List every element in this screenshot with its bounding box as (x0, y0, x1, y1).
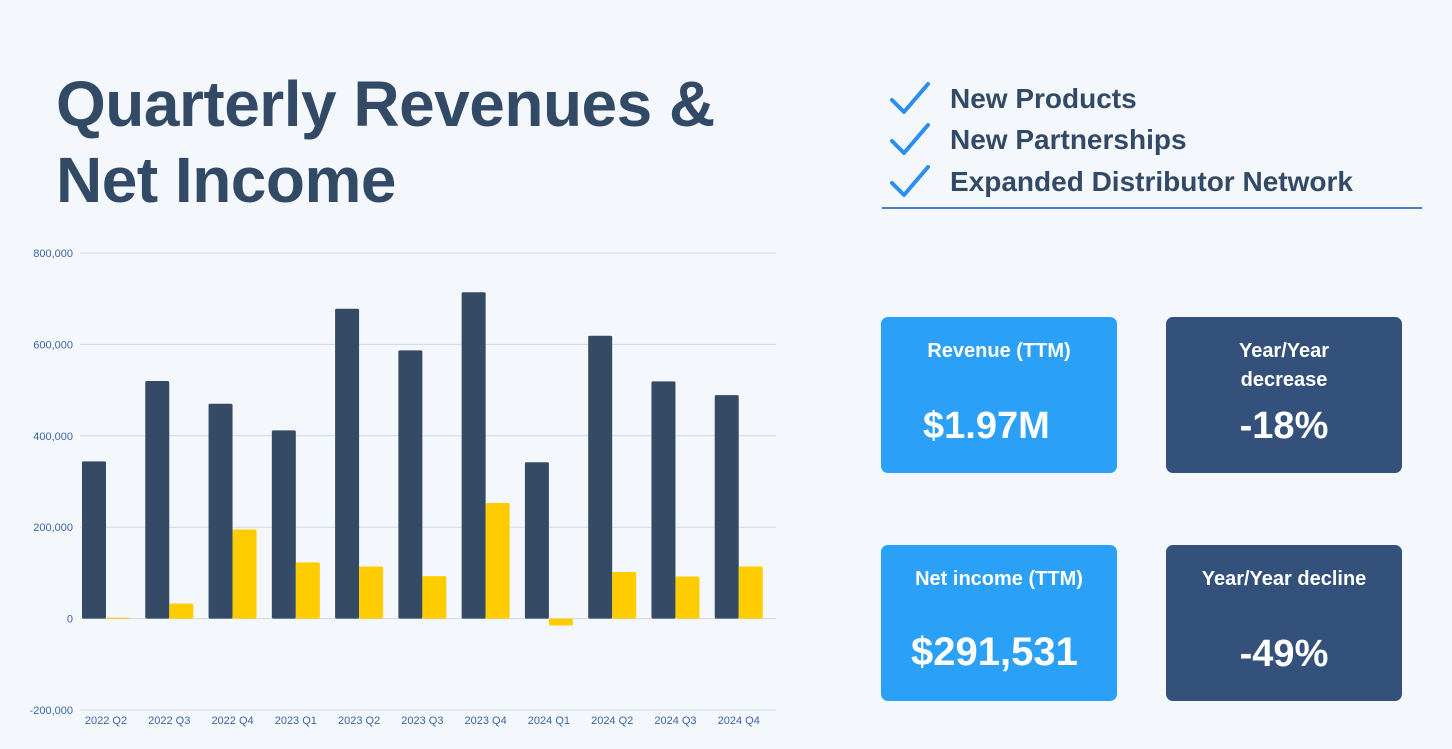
y-tick-label: 600,000 (33, 339, 73, 351)
highlight-item: Expanded Distributor Network (882, 161, 1422, 203)
net-income-bar (295, 562, 320, 619)
y-tick-label: 0 (67, 614, 73, 626)
revenue-ttm-value: $1.97M (923, 405, 1050, 447)
net-income-yoy-card: Year/Year decline -49% (1166, 545, 1402, 701)
revenue-bar (588, 335, 613, 619)
revenue-bar (145, 380, 170, 619)
net-income-bar (548, 618, 573, 626)
x-tick-label: 2023 Q2 (338, 715, 380, 727)
revenue-bar (461, 292, 486, 619)
revenue-bar (398, 350, 423, 619)
x-tick-label: 2022 Q4 (211, 715, 253, 727)
page-title-line-1: Quarterly Revenues & (56, 68, 715, 140)
revenue-bar (714, 395, 739, 619)
revenue-yoy-label: Year/Year decrease (1238, 340, 1330, 391)
x-tick-label: 2023 Q4 (465, 715, 507, 727)
revenue-ttm-card: Revenue (TTM) $1.97M (881, 317, 1117, 473)
x-tick-label: 2024 Q3 (654, 715, 696, 727)
check-icon (890, 164, 930, 197)
revenue-yoy-card: Year/Year decrease -18% (1166, 317, 1402, 473)
revenue-bar (524, 462, 549, 619)
x-tick-label: 2023 Q3 (401, 715, 443, 727)
highlight-text: New Partnerships (950, 124, 1187, 156)
x-tick-label: 2022 Q3 (148, 715, 190, 727)
highlight-text: Expanded Distributor Network (950, 165, 1353, 197)
net-income-bar (106, 617, 130, 619)
net-income-yoy-label: Year/Year decline (1201, 568, 1367, 590)
revenue-yoy-value: -18% (1239, 405, 1329, 447)
revenue-bar (335, 308, 360, 619)
x-tick-label: 2023 Q1 (275, 715, 317, 727)
check-icon (890, 81, 930, 114)
revenue-bar (651, 381, 676, 619)
highlight-item: New Partnerships (882, 120, 1422, 162)
net-income-bar (169, 603, 194, 619)
x-tick-label: 2024 Q1 (528, 715, 570, 727)
revenue-bar (208, 403, 233, 619)
revenue-ttm-label: Revenue (TTM) (927, 340, 1071, 362)
highlights-list: New Products New Partnerships Expanded D… (882, 78, 1422, 209)
highlight-item: New Products (882, 78, 1422, 120)
page-title-line-2: Net Income (56, 144, 396, 216)
net-income-bar (612, 571, 637, 619)
net-income-ttm-label: Net income (TTM) (915, 568, 1083, 590)
x-tick-label: 2024 Q4 (718, 715, 760, 727)
revenue-bar (271, 430, 296, 619)
check-icon (890, 123, 930, 156)
y-tick-label: 200,000 (33, 522, 73, 534)
net-income-bar (359, 566, 384, 619)
highlight-text: New Products (950, 82, 1137, 114)
page-title: Quarterly Revenues & Net Income (56, 66, 715, 218)
x-tick-label: 2024 Q2 (591, 715, 633, 727)
net-income-bar (675, 576, 700, 619)
net-income-bar (485, 502, 510, 619)
revenue-income-chart: -200,000 0 200,000 400,000 600,000 800,000 202… (30, 248, 776, 727)
net-income-ttm-card: Net income (TTM) $291,531 (881, 545, 1117, 701)
y-tick-label: 800,000 (33, 248, 73, 260)
y-tick-label: 400,000 (33, 431, 73, 443)
x-tick-label: 2022 Q2 (85, 715, 127, 727)
net-income-bar (422, 576, 447, 619)
y-tick-label: -200,000 (30, 705, 73, 717)
net-income-ttm-value: $291,531 (911, 630, 1078, 674)
net-income-bar (738, 566, 763, 619)
revenue-bar (82, 461, 106, 619)
net-income-yoy-value: -49% (1239, 633, 1329, 675)
net-income-bar (232, 529, 257, 619)
